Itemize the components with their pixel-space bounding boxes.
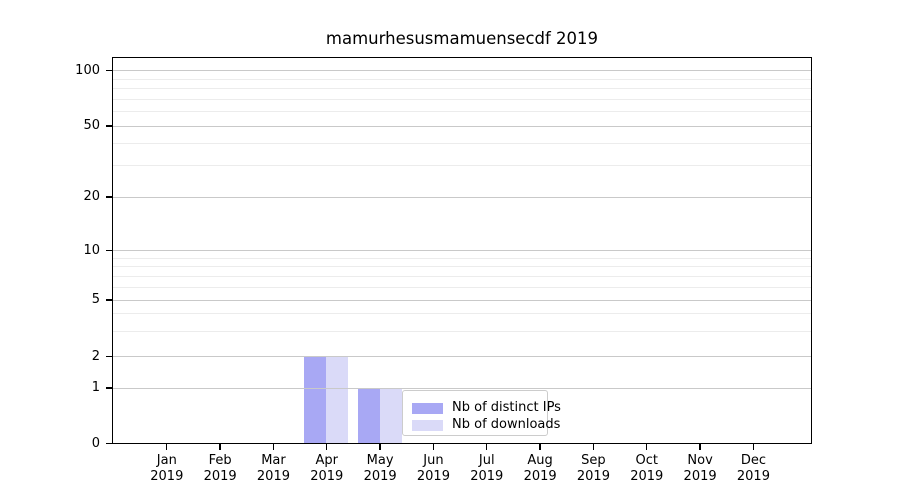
- major-gridline-50: [112, 125, 811, 127]
- x-tick-month: Jul: [478, 452, 495, 468]
- x-tick-mark-mar: [272, 443, 275, 450]
- minor-gridline-7: [112, 275, 811, 277]
- x-tick-year: 2019: [363, 469, 397, 484]
- x-tick-mark-jul: [486, 443, 488, 450]
- x-tick-mark-nov: [699, 443, 701, 450]
- x-tick-year: 2019: [576, 469, 610, 484]
- minor-gridline-3: [112, 331, 811, 333]
- y-tick-mark-20: [106, 196, 112, 198]
- x-tick-mark-dec: [752, 443, 755, 450]
- y-tick-label-1: 1: [91, 380, 100, 395]
- x-tick-mark-may: [379, 443, 381, 450]
- x-tick-label-oct: Oct 2019: [617, 453, 677, 486]
- x-tick-mark-oct: [646, 443, 648, 450]
- x-tick-month: Oct: [635, 452, 658, 468]
- chart-title: mamurhesusmamuensecdf 2019: [325, 29, 599, 48]
- x-tick-mark-apr: [326, 443, 328, 450]
- x-tick-year: 2019: [523, 469, 557, 484]
- x-tick-year: 2019: [310, 469, 344, 484]
- x-tick-label-may: May 2019: [350, 453, 410, 486]
- y-tick-label-20: 20: [83, 189, 100, 204]
- x-tick-mark-jan: [166, 443, 168, 450]
- minor-gridline-30: [112, 165, 811, 167]
- y-tick-mark-0: [106, 442, 112, 445]
- bar-downloads-apr: [326, 356, 349, 444]
- x-tick-year: 2019: [736, 469, 770, 484]
- x-tick-month: Nov: [687, 452, 713, 468]
- x-tick-year: 2019: [150, 469, 184, 484]
- x-tick-month: Dec: [740, 452, 766, 468]
- major-gridline-2: [112, 356, 811, 358]
- minor-gridline-8: [112, 266, 811, 268]
- y-tick-mark-1: [106, 387, 112, 389]
- y-tick-mark-100: [106, 69, 112, 72]
- x-tick-label-apr: Apr 2019: [297, 453, 357, 486]
- x-tick-month: Sep: [581, 452, 606, 468]
- x-tick-mark-sep: [592, 443, 595, 450]
- legend-label: Nb of downloads: [452, 417, 561, 432]
- major-gridline-20: [112, 196, 811, 198]
- y-tick-label-10: 10: [83, 242, 100, 258]
- x-tick-month: Jan: [156, 452, 177, 468]
- y-tick-mark-5: [106, 299, 112, 301]
- x-tick-label-sep: Sep 2019: [563, 453, 623, 486]
- x-tick-year: 2019: [470, 469, 504, 484]
- x-tick-year: 2019: [630, 469, 664, 484]
- x-tick-month: Feb: [208, 452, 232, 468]
- minor-gridline-4: [112, 313, 811, 315]
- minor-gridline-6: [112, 286, 811, 288]
- x-tick-year: 2019: [683, 469, 717, 484]
- minor-gridline-40: [112, 142, 811, 144]
- x-tick-label-jun: Jun 2019: [403, 453, 463, 486]
- legend-swatch-downloads: [412, 420, 443, 431]
- legend-label: Nb of distinct IPs: [452, 400, 561, 415]
- plot-area: [111, 56, 812, 445]
- x-tick-mark-jun: [432, 443, 435, 450]
- y-tick-label-0: 0: [91, 435, 100, 451]
- x-tick-year: 2019: [256, 469, 290, 484]
- x-tick-label-dec: Dec 2019: [723, 453, 783, 486]
- major-gridline-100: [112, 70, 811, 72]
- minor-gridline-60: [112, 111, 811, 113]
- x-tick-label-feb: Feb 2019: [190, 453, 250, 486]
- minor-gridline-90: [112, 78, 811, 80]
- x-tick-label-jul: Jul 2019: [457, 453, 517, 486]
- x-tick-label-mar: Mar 2019: [243, 453, 303, 486]
- bar-distinct-ips-apr: [304, 356, 327, 444]
- major-gridline-1: [112, 387, 811, 389]
- y-tick-label-50: 50: [83, 118, 100, 133]
- x-tick-month: Aug: [527, 452, 553, 468]
- major-gridline-10: [112, 250, 811, 252]
- y-tick-mark-50: [106, 125, 112, 127]
- x-tick-month: Mar: [261, 452, 286, 468]
- legend-swatch-distinct-ips: [412, 403, 443, 414]
- y-tick-label-2: 2: [91, 348, 100, 364]
- bar-downloads-may: [379, 387, 402, 444]
- minor-gridline-9: [112, 257, 811, 259]
- minor-gridline-80: [112, 88, 811, 90]
- x-tick-mark-aug: [539, 443, 541, 450]
- x-tick-label-jan: Jan 2019: [137, 453, 197, 486]
- minor-gridline-70: [112, 98, 811, 100]
- x-tick-month: Apr: [315, 452, 339, 468]
- x-tick-month: May: [366, 452, 394, 468]
- major-gridline-5: [112, 299, 811, 301]
- bar-distinct-ips-may: [357, 387, 380, 444]
- legend: Nb of distinct IPs Nb of downloads: [402, 390, 561, 436]
- y-tick-mark-2: [106, 355, 112, 358]
- x-tick-mark-feb: [219, 443, 221, 450]
- y-tick-mark-10: [106, 249, 112, 252]
- x-tick-year: 2019: [203, 469, 237, 484]
- x-tick-label-aug: Aug 2019: [510, 453, 570, 486]
- y-tick-label-5: 5: [91, 292, 100, 307]
- x-tick-label-nov: Nov 2019: [670, 453, 730, 486]
- x-tick-year: 2019: [416, 469, 450, 484]
- y-tick-label-100: 100: [75, 62, 100, 78]
- x-tick-month: Jun: [423, 452, 444, 468]
